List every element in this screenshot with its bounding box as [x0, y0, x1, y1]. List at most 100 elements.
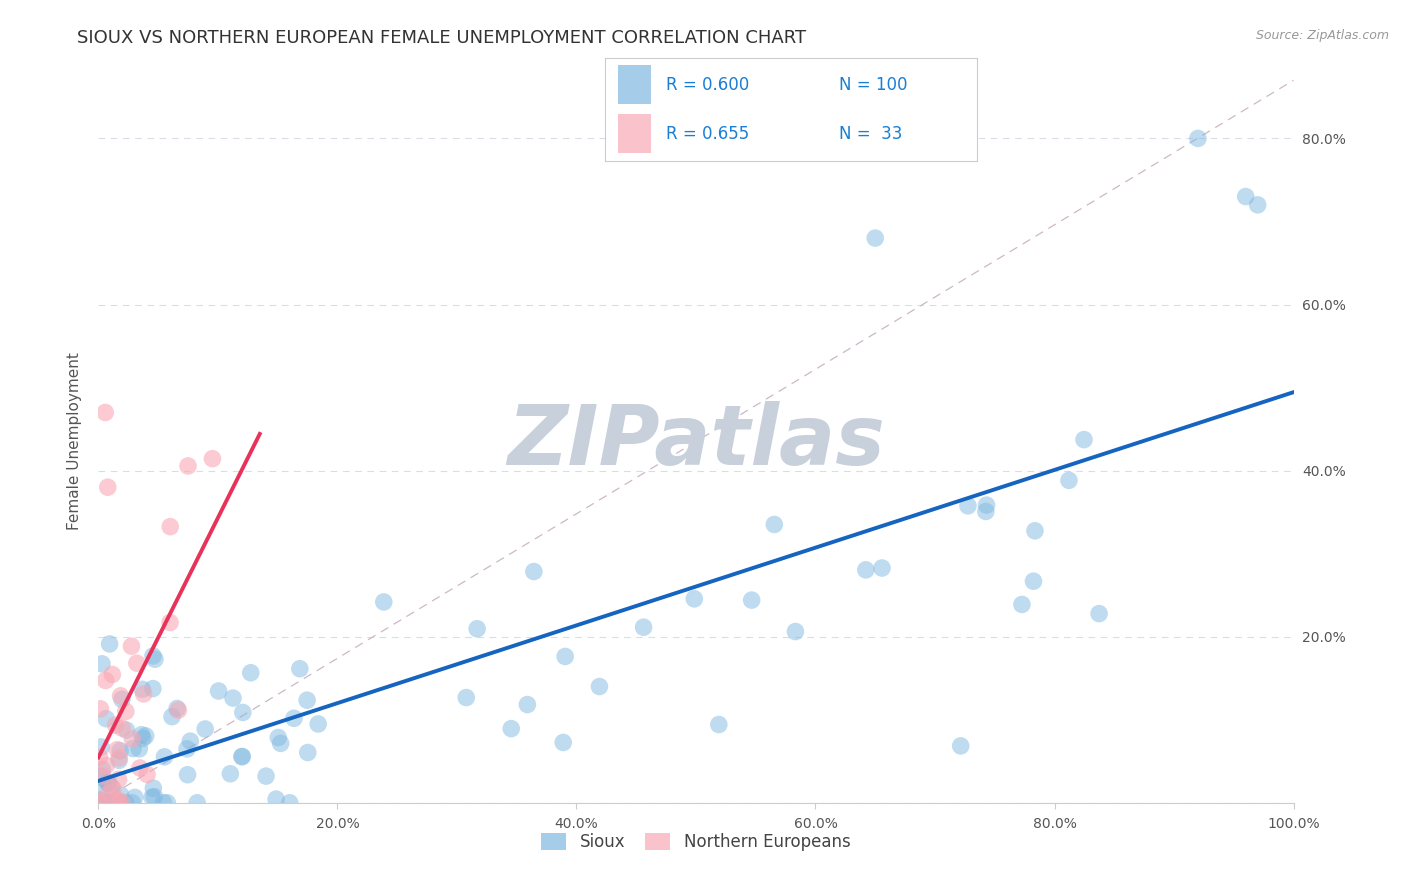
Point	[501, 722, 523, 736]
Point	[98, 637, 121, 651]
Point	[136, 767, 159, 781]
Point	[763, 517, 786, 532]
Point	[108, 796, 131, 810]
Point	[93, 796, 115, 810]
Point	[104, 718, 127, 732]
Point	[131, 682, 153, 697]
Point	[554, 649, 576, 664]
Bar	[617, 65, 651, 104]
Point	[283, 711, 305, 725]
Point	[90, 795, 112, 809]
Point	[90, 795, 112, 809]
Point	[176, 742, 198, 756]
Point	[97, 786, 120, 800]
Point	[101, 781, 124, 796]
Point	[683, 591, 706, 606]
Point	[297, 746, 319, 760]
Point	[553, 735, 575, 749]
Point	[142, 681, 165, 696]
Point	[142, 781, 165, 796]
Point	[108, 753, 131, 767]
Point	[523, 565, 546, 579]
Point	[105, 792, 128, 806]
Point	[232, 706, 254, 720]
Point	[108, 744, 131, 758]
Point	[101, 667, 124, 681]
Point	[194, 722, 217, 736]
Point	[456, 690, 478, 705]
Point	[1057, 474, 1080, 488]
Point	[122, 741, 145, 756]
Point	[114, 796, 136, 810]
Point	[108, 751, 131, 765]
Point	[974, 504, 997, 518]
Point	[270, 736, 292, 750]
Point	[1011, 598, 1033, 612]
Point	[143, 652, 166, 666]
Point	[1234, 189, 1257, 203]
Point	[956, 499, 979, 513]
Point	[264, 792, 287, 806]
Point	[159, 519, 181, 533]
Point	[741, 593, 763, 607]
Point	[207, 684, 229, 698]
Point	[108, 796, 131, 810]
Point	[110, 788, 132, 802]
Point	[465, 622, 488, 636]
Point	[89, 750, 111, 764]
Point	[307, 717, 329, 731]
Point	[132, 687, 155, 701]
Point	[110, 795, 132, 809]
Point	[231, 749, 253, 764]
Point	[1088, 607, 1111, 621]
Point	[94, 405, 117, 419]
Point	[121, 731, 143, 746]
Point	[288, 662, 311, 676]
Point	[90, 781, 112, 796]
Point	[141, 790, 163, 805]
Point	[949, 739, 972, 753]
Point	[186, 796, 208, 810]
Point	[91, 763, 114, 777]
Legend: Sioux, Northern Europeans: Sioux, Northern Europeans	[533, 825, 859, 860]
Point	[865, 231, 887, 245]
Point	[124, 790, 146, 805]
Point	[97, 776, 120, 790]
Point	[97, 776, 120, 790]
Text: SIOUX VS NORTHERN EUROPEAN FEMALE UNEMPLOYMENT CORRELATION CHART: SIOUX VS NORTHERN EUROPEAN FEMALE UNEMPL…	[77, 29, 807, 47]
Point	[128, 761, 150, 775]
Y-axis label: Female Unemployment: Female Unemployment	[67, 352, 83, 531]
Point	[166, 701, 188, 715]
Point	[89, 702, 111, 716]
Point	[254, 769, 277, 783]
Point	[373, 595, 395, 609]
Point	[516, 698, 538, 712]
Point	[100, 796, 122, 810]
Point	[588, 680, 610, 694]
Point	[131, 728, 153, 742]
Point	[107, 772, 129, 787]
Text: N =  33: N = 33	[839, 125, 903, 143]
Point	[785, 624, 807, 639]
Point	[96, 775, 118, 789]
Point	[295, 693, 318, 707]
Point	[160, 709, 183, 723]
Point	[176, 768, 198, 782]
Point	[89, 793, 111, 807]
Point	[870, 561, 893, 575]
Point	[219, 766, 242, 780]
Point	[121, 796, 143, 810]
Point	[100, 780, 122, 794]
Point	[111, 692, 134, 706]
Point	[239, 665, 262, 680]
Point	[91, 769, 114, 783]
Text: R = 0.600: R = 0.600	[666, 76, 749, 94]
Bar	[617, 114, 651, 153]
Text: N = 100: N = 100	[839, 76, 908, 94]
Point	[153, 749, 176, 764]
Point	[156, 796, 179, 810]
Point	[115, 705, 138, 719]
Point	[201, 451, 224, 466]
Point	[267, 731, 290, 745]
Point	[1187, 131, 1209, 145]
